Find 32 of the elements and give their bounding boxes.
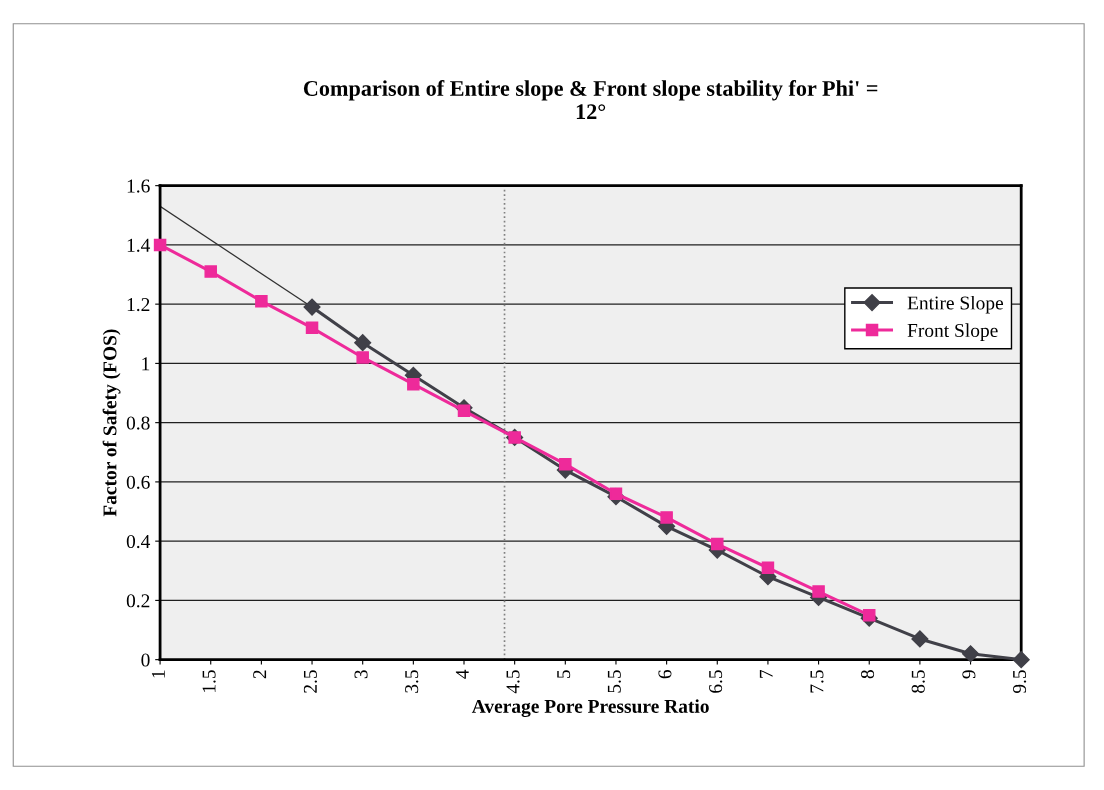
x-tick-label: 7.5 <box>810 670 824 693</box>
y-tick-label: 1.4 <box>127 238 151 252</box>
y-tick-label: 1.6 <box>127 179 150 193</box>
x-tick-label: 8.5 <box>911 670 925 693</box>
y-tick-label: 0.8 <box>126 416 150 430</box>
x-axis-title: Average Pore Pressure Ratio <box>471 699 709 718</box>
x-tick-label: 3.5 <box>405 670 419 693</box>
x-tick-label: 5 <box>557 670 571 678</box>
x-tick-label: 6 <box>658 669 672 679</box>
x-tick-label: 5.5 <box>607 670 621 693</box>
x-tick-label: 4.5 <box>506 670 520 694</box>
y-tick-label: 0.4 <box>126 534 151 549</box>
y-axis-title: Factor of Safety (FOS) <box>102 329 121 517</box>
x-tick-label: 2.5 <box>303 670 317 693</box>
x-tick-label: 4 <box>455 669 469 679</box>
x-tick-label: 1.5 <box>202 670 216 692</box>
x-tick-label: 3 <box>354 670 368 679</box>
y-tick-label: 0 <box>141 653 150 667</box>
y-tick-label: 1 <box>142 357 150 371</box>
x-tick-label: 9.5 <box>1013 670 1027 694</box>
x-tick-label: 9 <box>962 670 976 679</box>
chart-title: Comparison of Entire slope & Front slope stability for Phi' = 12° <box>303 80 878 119</box>
x-tick-label: 2 <box>253 670 267 679</box>
y-tick-label: 0.6 <box>126 475 150 489</box>
y-tick-label: 1.2 <box>127 298 150 312</box>
legend-label: Front Slope <box>907 323 998 341</box>
y-tick-label: 0.2 <box>126 594 150 608</box>
x-tick-label: 8 <box>860 670 875 679</box>
x-tick-label: 6.5 <box>709 670 723 693</box>
x-tick-label: 1 <box>151 670 165 678</box>
x-tick-label: 7 <box>759 669 773 678</box>
legend-label: Entire Slope <box>907 295 1004 314</box>
